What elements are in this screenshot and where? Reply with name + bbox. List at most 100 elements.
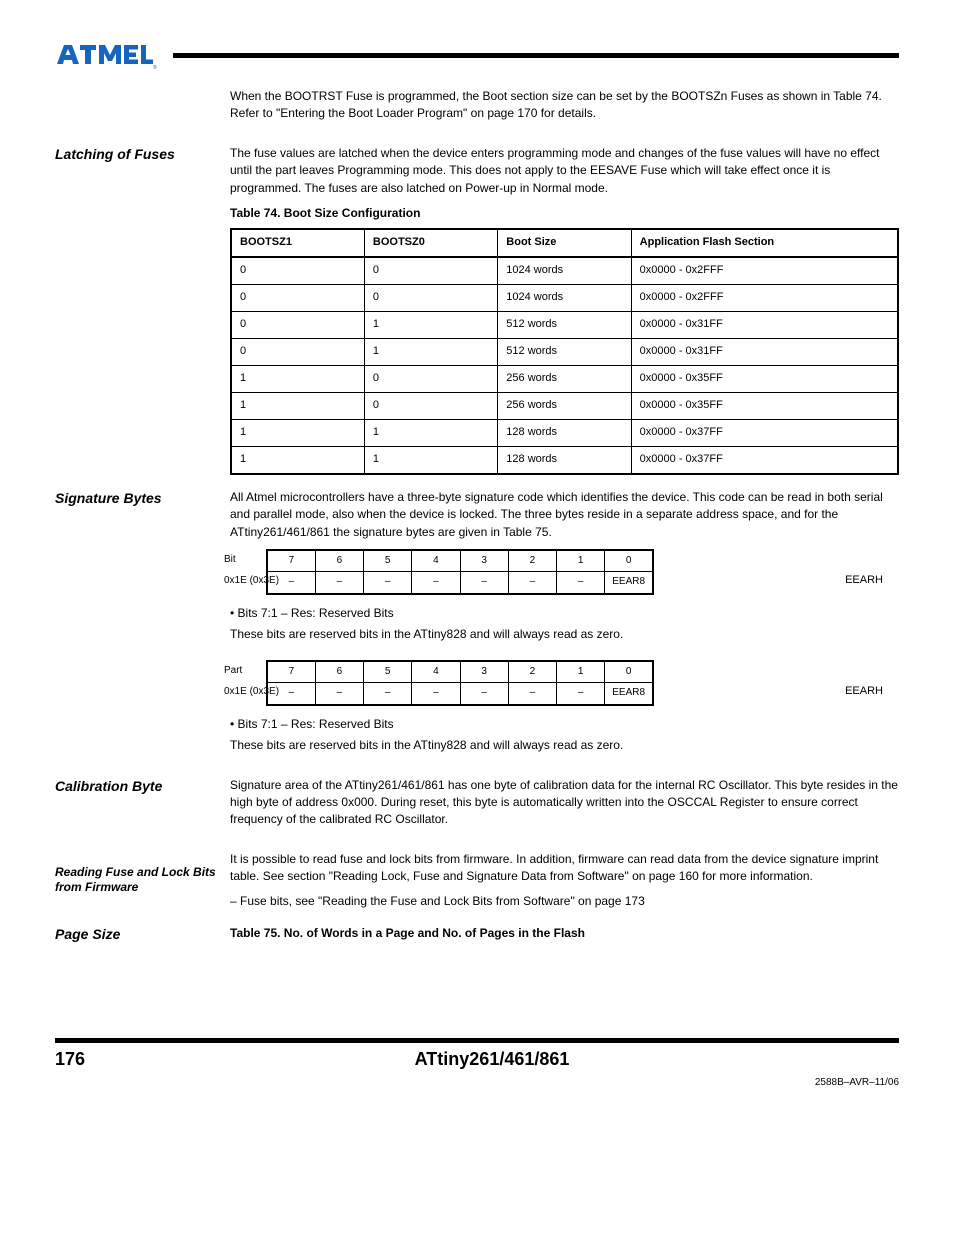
reg-b-name: EEARH	[845, 681, 883, 702]
reg-bit-header: 1	[557, 550, 605, 572]
reg-bit-cell: –	[315, 683, 363, 705]
reg-bit-cell: EEAR8	[605, 683, 653, 705]
bits-7-1-para: These bits are reserved bits in the ATti…	[230, 626, 899, 643]
table-cell: 1	[231, 419, 364, 446]
readcal-section: Reading Fuse and Lock Bits from Firmware…	[55, 851, 899, 911]
svg-text:®: ®	[153, 64, 157, 70]
table-cell: 0	[231, 257, 364, 284]
pageprog-heading: Page Size	[55, 925, 230, 948]
calbyte-para: Signature area of the ATtiny261/461/861 …	[230, 777, 899, 829]
table-cell: 1	[364, 312, 497, 339]
reg-bit-header: 6	[315, 550, 363, 572]
table-cell: 1	[364, 419, 497, 446]
table75-caption: Table 75. No. of Words in a Page and No.…	[230, 925, 899, 942]
reg-bit-header: 2	[508, 550, 556, 572]
table-cell: 256 words	[498, 366, 631, 393]
table-row: 10256 words0x0000 - 0x35FF	[231, 366, 898, 393]
reg-bit-cell: –	[315, 572, 363, 594]
reg-bit-cell: –	[508, 572, 556, 594]
reg-b-part-label: Part	[224, 660, 242, 681]
pageprog-section: Page Size Table 75. No. of Words in a Pa…	[55, 925, 899, 948]
table-cell: 0x0000 - 0x2FFF	[631, 285, 898, 312]
footer-rev: 2588B–AVR–11/06	[815, 1077, 899, 1088]
readcal-para: It is possible to read fuse and lock bit…	[230, 851, 899, 886]
table74-col-header: Boot Size	[498, 229, 631, 257]
header-rule	[173, 53, 899, 58]
page-footer: 176 ATtiny261/461/861 2588B–AVR–11/06	[55, 1038, 899, 1088]
reg-b-table: 76543210 –––––––EEAR8	[266, 660, 654, 706]
readcal-list: Fuse bits, see "Reading the Fuse and Loc…	[230, 893, 899, 910]
table-cell: 1	[231, 392, 364, 419]
reg-bit-header: 3	[460, 550, 508, 572]
reg-bit-header: 1	[557, 661, 605, 683]
bits-7-1-para-2: These bits are reserved bits in the ATti…	[230, 737, 899, 754]
latching-para: The fuse values are latched when the dev…	[230, 145, 899, 197]
table-cell: 512 words	[498, 312, 631, 339]
atmel-logo: ®	[55, 40, 165, 70]
table-cell: 0x0000 - 0x2FFF	[631, 257, 898, 284]
reg-a-bit-label: Bit	[224, 549, 236, 570]
table-cell: 128 words	[498, 446, 631, 473]
reg-bit-cell: –	[508, 683, 556, 705]
calbyte-heading: Calibration Byte	[55, 777, 230, 837]
table-cell: 0x0000 - 0x37FF	[631, 419, 898, 446]
table-cell: 0	[364, 392, 497, 419]
reg-a-name: EEARH	[845, 570, 883, 591]
bits-7-1-heading: • Bits 7:1 – Res: Reserved Bits	[230, 605, 899, 622]
sigbytes-heading: Signature Bytes	[55, 489, 230, 509]
reg-bit-header: 5	[364, 550, 412, 572]
reg-bit-cell: –	[412, 572, 460, 594]
reg-bit-header: 0	[605, 550, 653, 572]
reg-bit-header: 0	[605, 661, 653, 683]
latching-section: Latching of Fuses The fuse values are la…	[55, 145, 899, 475]
table-cell: 128 words	[498, 419, 631, 446]
reg-a-table: 76543210 –––––––EEAR8	[266, 549, 654, 595]
reg-bit-cell: –	[412, 683, 460, 705]
table-cell: 1024 words	[498, 257, 631, 284]
reg-bit-header: 5	[364, 661, 412, 683]
reg-bit-header: 7	[267, 550, 315, 572]
table-cell: 0x0000 - 0x35FF	[631, 392, 898, 419]
footer-rule	[55, 1038, 899, 1043]
table-cell: 1	[231, 366, 364, 393]
table74-caption: Table 74. Boot Size Configuration	[230, 205, 899, 222]
sigbytes-section: Signature Bytes All Atmel microcontrolle…	[55, 489, 899, 763]
intro-text: When the BOOTRST Fuse is programmed, the…	[230, 88, 899, 123]
table74-col-header: BOOTSZ1	[231, 229, 364, 257]
table-row: 01512 words0x0000 - 0x31FF	[231, 312, 898, 339]
table-cell: 0	[231, 339, 364, 366]
latching-heading: Latching of Fuses	[55, 145, 230, 475]
table-cell: 512 words	[498, 339, 631, 366]
page-header: ®	[55, 40, 899, 70]
table-cell: 0x0000 - 0x31FF	[631, 312, 898, 339]
table-cell: 0	[364, 366, 497, 393]
readcal-heading: Reading Fuse and Lock Bits from Firmware	[55, 865, 230, 896]
reg-bit-header: 6	[315, 661, 363, 683]
table74-col-header: BOOTSZ0	[364, 229, 497, 257]
table-row: 10256 words0x0000 - 0x35FF	[231, 392, 898, 419]
table-row: 11128 words0x0000 - 0x37FF	[231, 419, 898, 446]
readcal-link-0: Fuse bits, see "Reading the Fuse and Loc…	[230, 893, 899, 910]
reg-bit-cell: –	[364, 683, 412, 705]
table-cell: 0x0000 - 0x31FF	[631, 339, 898, 366]
intro-section: When the BOOTRST Fuse is programmed, the…	[55, 88, 899, 131]
table-cell: 0	[231, 285, 364, 312]
reg-b-addr: 0x1E (0x3E)	[224, 681, 279, 702]
table-cell: 0x0000 - 0x35FF	[631, 366, 898, 393]
table-cell: 0	[364, 257, 497, 284]
reg-bit-header: 4	[412, 550, 460, 572]
reg-a-addr: 0x1E (0x3E)	[224, 570, 279, 591]
reg-bit-cell: –	[364, 572, 412, 594]
reg-bit-header: 7	[267, 661, 315, 683]
reg-bit-header: 4	[412, 661, 460, 683]
reg-bit-cell: –	[460, 572, 508, 594]
table-cell: 1	[231, 446, 364, 473]
bits-7-1-heading-2: • Bits 7:1 – Res: Reserved Bits	[230, 716, 899, 733]
table74-col-header: Application Flash Section	[631, 229, 898, 257]
reg-bit-header: 2	[508, 661, 556, 683]
table-row: 01512 words0x0000 - 0x31FF	[231, 339, 898, 366]
reg-bit-cell: –	[557, 683, 605, 705]
table-row: 001024 words0x0000 - 0x2FFF	[231, 257, 898, 284]
table-cell: 256 words	[498, 392, 631, 419]
table-row: 11128 words0x0000 - 0x37FF	[231, 446, 898, 473]
